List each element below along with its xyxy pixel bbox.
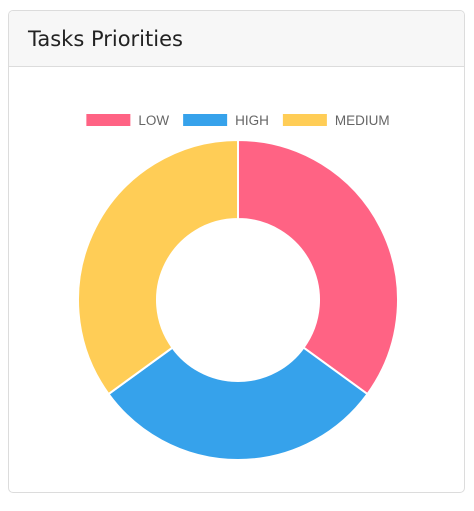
legend-item-medium[interactable]: MEDIUM xyxy=(282,113,390,128)
slice-high[interactable] xyxy=(107,346,369,461)
doughnut-chart: LOW HIGH MEDIUM xyxy=(77,113,399,461)
legend-swatch-medium xyxy=(282,114,327,126)
legend-label-low: LOW xyxy=(138,113,169,128)
chart-legend: LOW HIGH MEDIUM xyxy=(86,113,390,128)
slice-low[interactable] xyxy=(237,138,399,396)
slice-medium[interactable] xyxy=(77,138,239,396)
legend-item-high[interactable]: HIGH xyxy=(183,113,269,128)
tasks-priorities-card: Tasks Priorities LOW HIGH MEDIUM xyxy=(8,10,465,493)
legend-label-high: HIGH xyxy=(235,113,269,128)
card-header: Tasks Priorities xyxy=(9,11,464,67)
legend-label-medium: MEDIUM xyxy=(335,113,390,128)
chart-area: LOW HIGH MEDIUM xyxy=(9,67,464,492)
legend-item-low[interactable]: LOW xyxy=(86,113,169,128)
card-title: Tasks Priorities xyxy=(28,26,183,51)
chart-slices xyxy=(77,138,399,461)
legend-swatch-high xyxy=(183,114,228,126)
legend-swatch-low xyxy=(86,114,131,126)
